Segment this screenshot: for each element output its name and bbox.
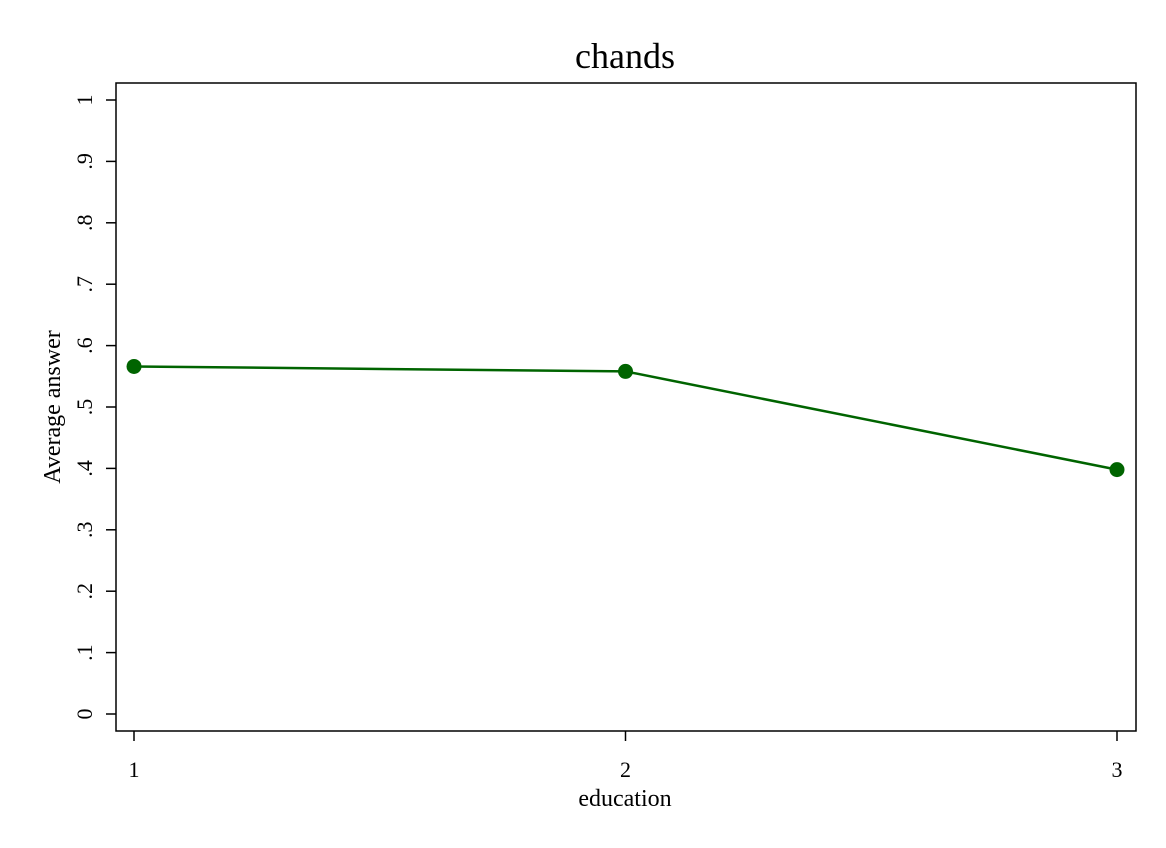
series-layer bbox=[126, 358, 1125, 478]
data-point bbox=[1109, 462, 1125, 478]
y-tick-label: .2 bbox=[72, 583, 97, 600]
x-tick-label: 3 bbox=[1112, 757, 1123, 782]
x-tick-label: 1 bbox=[129, 757, 140, 782]
y-tick-label: 0 bbox=[72, 709, 97, 720]
y-tick-label: .3 bbox=[72, 522, 97, 539]
chart-title: chands bbox=[575, 36, 675, 76]
y-tick-label: .6 bbox=[72, 337, 97, 354]
y-tick-label: .7 bbox=[72, 276, 97, 293]
plot-area bbox=[115, 82, 1137, 732]
y-tick-label: .9 bbox=[72, 153, 97, 170]
x-axis-label: education bbox=[578, 786, 671, 812]
x-tick-label: 2 bbox=[620, 757, 631, 782]
y-axis: 0 .1 .2 .3 .4 .5 .6 .7 .8 .9 1 bbox=[72, 95, 116, 720]
x-axis: 1 2 3 bbox=[129, 731, 1123, 782]
y-tick-label: .5 bbox=[72, 399, 97, 416]
y-tick-label: 1 bbox=[72, 95, 97, 106]
y-tick-label: .8 bbox=[72, 215, 97, 232]
y-axis-label: Average answer bbox=[40, 330, 66, 483]
y-tick-label: .4 bbox=[72, 460, 97, 477]
y-tick-label: .1 bbox=[72, 644, 97, 661]
data-point bbox=[126, 358, 142, 374]
data-point bbox=[618, 363, 633, 379]
